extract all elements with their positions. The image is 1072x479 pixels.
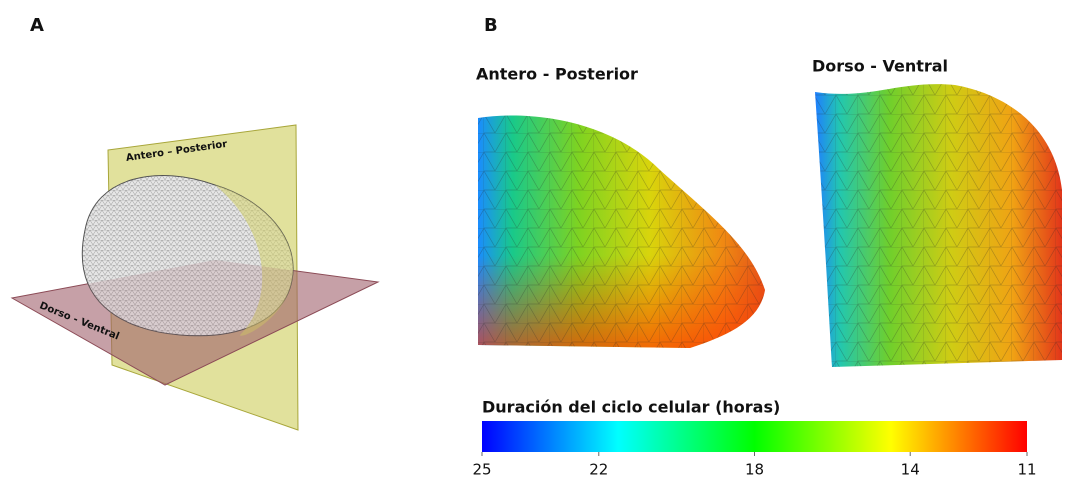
tick-label: 25: [472, 461, 491, 479]
view-title: Antero - Posterior: [476, 65, 638, 84]
figure: A B Antero – Posterior Dorso - Ventral A…: [0, 0, 1072, 479]
panel-label: A: [30, 15, 44, 36]
tick-label: 18: [745, 461, 764, 479]
heatmap-view: [478, 116, 765, 348]
colorbar: [482, 421, 1027, 452]
tick-label: 22: [589, 461, 608, 479]
tick-label: 14: [901, 461, 920, 479]
heatmap-view: [815, 84, 1062, 367]
panel-label: B: [484, 15, 498, 36]
tick-label: 11: [1017, 461, 1036, 479]
view-title: Dorso - Ventral: [812, 57, 948, 76]
colorbar-title: Duración del ciclo celular (horas): [482, 398, 780, 417]
3d-illustration: [12, 125, 378, 430]
